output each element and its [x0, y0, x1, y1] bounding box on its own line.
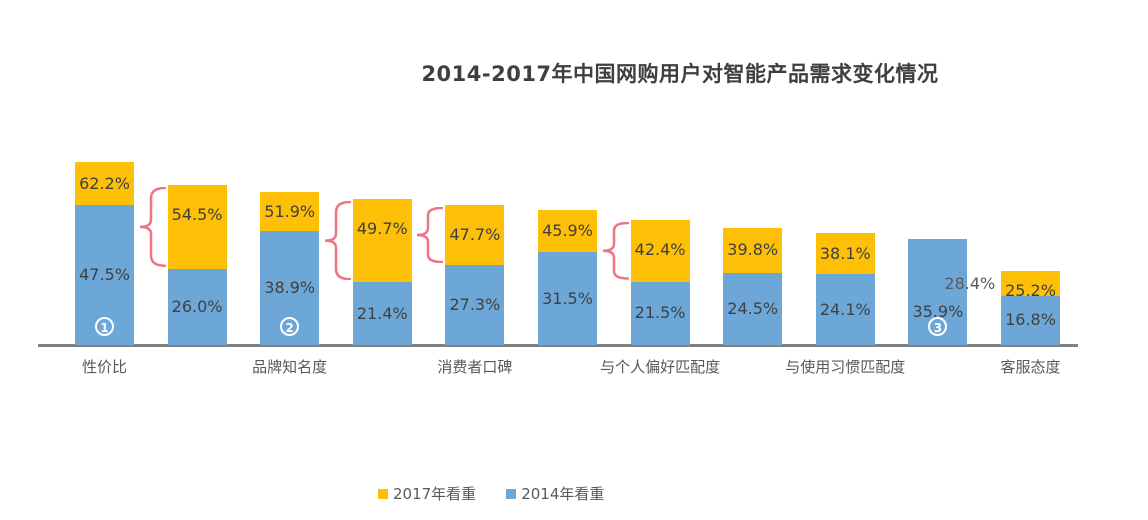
x-axis-label: 性价比 — [81, 358, 128, 376]
x-axis-label: 与个人偏好匹配度 — [600, 358, 721, 376]
highlight-brace-icon — [323, 200, 352, 281]
legend-swatch-2017 — [378, 488, 388, 499]
x-axis-label: 与使用习惯匹配度 — [785, 358, 906, 376]
circled-marker-2: 2 — [280, 317, 300, 336]
data-label-2014: 27.3% — [449, 294, 501, 314]
data-label-2014: 21.4% — [356, 303, 408, 323]
bar-segment-2014 — [630, 281, 690, 345]
bar-segment-2017 — [723, 227, 783, 273]
x-axis-label: 消费者口碑 — [437, 358, 513, 376]
bar-segment-2014 — [723, 272, 783, 345]
data-label-2014: 24.5% — [727, 298, 779, 318]
data-label-2017: 51.9% — [264, 201, 316, 221]
bar-segment-2017 — [352, 198, 412, 283]
bar-segment-2014 — [352, 282, 412, 345]
bar-segment-2017 — [75, 162, 134, 206]
highlight-brace-icon — [138, 186, 166, 267]
bar-segment-2017 — [260, 192, 320, 231]
data-label-2017: 47.7% — [449, 224, 501, 244]
data-label-2017: 28.4% — [944, 274, 996, 294]
data-label-2017: 45.9% — [542, 221, 593, 241]
chart-title: 2014-2017年中国网购用户对智能产品需求变化情况 — [421, 62, 939, 86]
bar-segment-2017 — [538, 210, 597, 253]
legend-label-2014: 2014年看重 — [521, 485, 605, 503]
data-label-2014: 26.0% — [171, 296, 223, 316]
data-label-2014: 24.1% — [819, 299, 871, 319]
legend-label-2017: 2017年看重 — [393, 485, 477, 503]
chart-legend: 2017年看重 2014年看重 — [378, 483, 604, 504]
data-label-2014: 47.5% — [79, 265, 130, 285]
data-label-2014: 31.5% — [542, 288, 593, 308]
data-label-2017: 42.4% — [634, 240, 686, 260]
bar-segment-2017 — [815, 232, 875, 275]
legend-item-2014: 2014年看重 — [506, 483, 604, 504]
data-label-2017: 49.7% — [356, 218, 408, 238]
data-label-2014: 21.5% — [634, 303, 686, 323]
legend-item-2017: 2017年看重 — [378, 483, 476, 504]
bar-segment-2014 — [538, 252, 597, 345]
bar-segment-2017 — [1001, 270, 1060, 296]
bar-segment-2017 — [445, 204, 505, 265]
data-label-2014: 16.8% — [1005, 310, 1056, 330]
circled-marker-3: 3 — [928, 317, 948, 336]
bar-segment-2014 — [445, 264, 505, 345]
data-label-2017: 62.2% — [79, 173, 130, 193]
x-axis-label: 客服态度 — [1000, 358, 1061, 376]
x-axis-label: 品牌知名度 — [252, 358, 328, 376]
bar-segment-2017 — [167, 184, 227, 269]
highlight-brace-icon — [601, 222, 629, 281]
bar-segment-2014 — [815, 274, 875, 345]
data-label-2017: 39.8% — [727, 240, 779, 260]
data-label-2017: 25.2% — [1005, 281, 1056, 301]
circled-marker-1: 1 — [95, 317, 114, 336]
data-label-2014: 38.9% — [264, 277, 316, 297]
bar-segment-2014 — [167, 268, 227, 345]
x-axis-line — [38, 344, 1078, 347]
highlight-brace-icon — [415, 206, 444, 263]
data-label-2017: 54.5% — [171, 204, 223, 224]
bar-segment-2017 — [630, 220, 690, 282]
legend-swatch-2014 — [506, 488, 517, 499]
data-label-2014: 35.9% — [912, 302, 964, 322]
data-label-2017: 38.1% — [819, 243, 871, 263]
bar-segment-2014 — [1001, 295, 1060, 345]
